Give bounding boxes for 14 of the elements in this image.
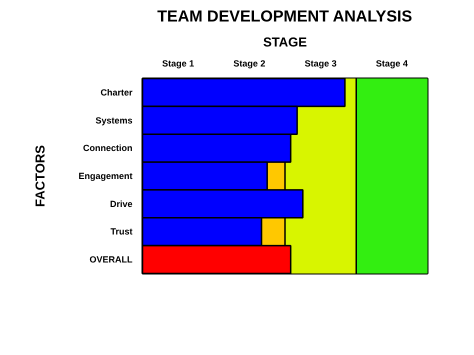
chart-title: TEAM DEVELOPMENT ANALYSIS xyxy=(157,8,412,26)
y-tick-label: OVERALL xyxy=(90,254,133,265)
text: Stage 4 xyxy=(376,58,408,68)
text: Stage 3 xyxy=(304,58,337,68)
x-axis-title: STAGE xyxy=(263,34,308,50)
text: Stage 1 xyxy=(162,58,194,68)
y-tick-label: Charter xyxy=(100,87,133,98)
y-axis-title: FACTORS xyxy=(32,144,48,207)
text: Stage 2 xyxy=(233,58,266,68)
y-tick-label: Connection xyxy=(83,143,133,154)
y-tick-label: Systems xyxy=(95,115,133,126)
y-tick-label: Drive xyxy=(110,198,132,209)
y-tick-label: Trust xyxy=(110,226,133,237)
y-tick-label: Engagement xyxy=(78,171,133,181)
